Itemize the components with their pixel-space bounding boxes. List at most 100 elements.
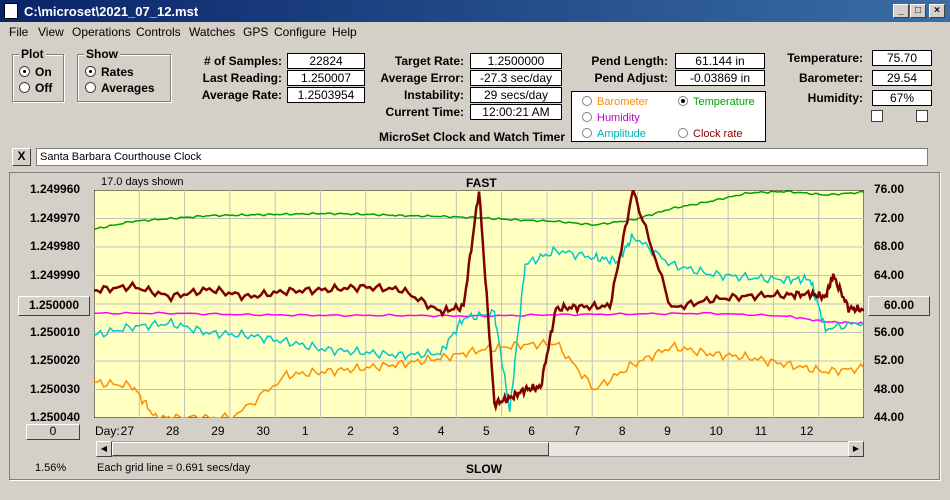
series-temperature <box>94 190 864 230</box>
target-rate-value: 1.2500000 <box>470 53 562 69</box>
temperature-value: 75.70 <box>872 50 932 66</box>
average-error-value: -27.3 sec/day <box>470 70 562 86</box>
left-tick-label: 1.249970 <box>30 210 81 225</box>
sel-clockrate-radio[interactable]: Clock rate <box>678 128 743 140</box>
instability-label: Instability: <box>403 88 464 102</box>
reset-button[interactable]: 0 <box>26 424 80 440</box>
title-bar[interactable]: C:\microset\2021_07_12.mst _ □ × <box>0 0 950 22</box>
show-rates-radio[interactable]: Rates <box>85 65 134 79</box>
clear-clock-button[interactable]: X <box>12 148 31 166</box>
left-tick-label: 1.250010 <box>30 324 81 339</box>
left-tick-label: 1.250030 <box>30 381 81 396</box>
sel-humidity-radio[interactable]: Humidity <box>582 112 640 124</box>
window-title: C:\microset\2021_07_12.mst <box>24 4 199 19</box>
center-rate-button[interactable]: 1.250000 <box>18 296 90 316</box>
plot-group-title: Plot <box>19 47 46 61</box>
pend-length-value: 61.144 in <box>675 53 765 69</box>
x-tick-label: 29 <box>211 424 225 438</box>
menu-controls[interactable]: Controls <box>136 25 181 39</box>
humidity-label: Humidity: <box>807 91 863 105</box>
sel-barometer-radio[interactable]: Barometer <box>582 96 648 108</box>
sel-temperature-radio[interactable]: Temperature <box>678 96 755 108</box>
fast-label: FAST <box>466 176 497 190</box>
samples-value: 22824 <box>287 53 365 69</box>
checkbox-right[interactable] <box>916 110 928 122</box>
right-tick-label: 76.00 <box>874 182 905 196</box>
show-averages-radio[interactable]: Averages <box>85 81 155 95</box>
series-barometer <box>94 338 864 418</box>
sel-amplitude-radio[interactable]: Amplitude <box>582 128 646 140</box>
current-time-label: Current Time: <box>385 105 464 119</box>
x-tick-label: 5 <box>483 424 490 438</box>
x-tick-label: 3 <box>392 424 400 438</box>
left-tick-label: 1.250020 <box>30 353 81 367</box>
x-tick-label: 4 <box>437 424 445 438</box>
show-group-title: Show <box>84 47 120 61</box>
menu-bar: File View Operations Controls Watches GP… <box>0 22 950 42</box>
pend-adjust-label: Pend Adjust: <box>594 71 668 85</box>
plot-group: Plot On Off <box>12 47 64 102</box>
show-group: Show Rates Averages <box>77 47 171 102</box>
menu-configure[interactable]: Configure <box>274 25 327 39</box>
menu-file[interactable]: File <box>9 25 29 39</box>
right-tick-label: 72.00 <box>874 210 905 225</box>
menu-gps[interactable]: GPS <box>243 25 269 39</box>
series-amplitude <box>94 233 864 412</box>
plot-on-radio[interactable]: On <box>19 65 52 79</box>
right-tick-label: 64.00 <box>874 267 905 282</box>
percent-label: 1.56% <box>35 462 67 474</box>
close-window-button[interactable]: × <box>929 4 945 18</box>
series-humidity <box>94 311 864 325</box>
x-tick-label: 11 <box>754 424 768 438</box>
x-tick-label: 6 <box>528 424 535 438</box>
x-tick-label: 8 <box>618 424 626 438</box>
sensor-selector: Barometer Temperature Humidity Amplitude… <box>571 91 766 142</box>
maximize-button[interactable]: □ <box>910 4 926 18</box>
left-tick-label: 1.249980 <box>30 239 81 253</box>
average-rate-value: 1.2503954 <box>287 87 365 103</box>
humidity-value: 67% <box>872 90 932 106</box>
x-tick-label: 28 <box>165 424 180 438</box>
slow-label: SLOW <box>466 462 502 476</box>
day-prefix: Day: <box>95 424 120 438</box>
left-tick-label: 1.250040 <box>30 410 81 424</box>
checkbox-left[interactable] <box>871 110 883 122</box>
right-tick-label: 44.00 <box>874 410 905 424</box>
x-tick-label: 9 <box>664 424 671 438</box>
x-tick-label: 10 <box>709 424 723 438</box>
samples-label: # of Samples: <box>203 54 282 68</box>
right-tick-label: 48.00 <box>874 381 905 396</box>
x-tick-label: 7 <box>573 424 581 438</box>
plot-off-radio[interactable]: Off <box>19 81 52 95</box>
clock-name-field[interactable]: Santa Barbara Courthouse Clock <box>36 148 928 166</box>
barometer-label: Barometer: <box>798 71 863 85</box>
right-tick-label: 68.00 <box>874 239 905 253</box>
center-sensor-button[interactable]: 60.00 <box>868 296 930 316</box>
last-reading-value: 1.250007 <box>287 70 365 86</box>
app-subtitle: MicroSet Clock and Watch Timer <box>378 130 565 144</box>
scroll-left-button[interactable]: ◀ <box>96 441 112 457</box>
pend-adjust-value: -0.03869 in <box>675 70 765 86</box>
chart-panel <box>9 172 940 480</box>
x-tick-label: 27 <box>120 424 134 438</box>
minimize-button[interactable]: _ <box>893 4 909 18</box>
menu-operations[interactable]: Operations <box>72 25 131 39</box>
last-reading-label: Last Reading: <box>202 71 282 85</box>
average-error-label: Average Error: <box>380 71 464 85</box>
temperature-label: Temperature: <box>787 51 863 65</box>
right-tick-label: 52.00 <box>874 353 905 367</box>
app-icon[interactable] <box>4 3 18 19</box>
menu-help[interactable]: Help <box>332 25 357 39</box>
current-time-value: 12:00:21 AM <box>470 104 562 120</box>
grid-note: Each grid line = 0.691 secs/day <box>97 462 251 474</box>
rate-chart[interactable] <box>94 190 864 418</box>
scroll-right-button[interactable]: ▶ <box>848 441 864 457</box>
x-tick-label: 30 <box>256 424 270 438</box>
menu-watches[interactable]: Watches <box>189 25 236 39</box>
scroll-thumb[interactable] <box>112 442 549 456</box>
instability-value: 29 secs/day <box>470 87 562 103</box>
menu-view[interactable]: View <box>38 25 64 39</box>
pend-length-label: Pend Length: <box>591 54 668 68</box>
average-rate-label: Average Rate: <box>201 88 282 102</box>
days-shown-label: 17.0 days shown <box>101 176 184 188</box>
